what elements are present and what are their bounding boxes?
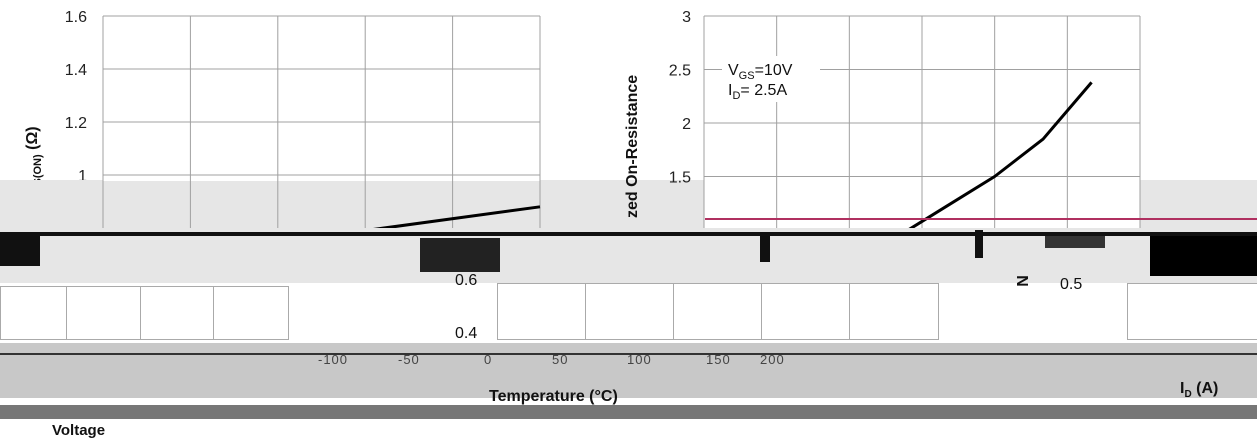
annotation-vgs: VGS=10V <box>728 62 793 82</box>
y-tick-label: 2.5 <box>669 63 691 80</box>
y-tick-label: 1.6 <box>65 9 87 26</box>
y-axis-label: zed On-Resistance <box>624 75 641 218</box>
plot-area <box>103 16 540 181</box>
y-tick-label: 1.5 <box>669 170 691 187</box>
y-tick-label: 1.2 <box>65 115 87 132</box>
y-tick-label: 1.4 <box>65 62 87 79</box>
annotation-box <box>722 56 820 102</box>
y-tick-label: 2 <box>682 116 691 133</box>
y-tick-label: 1 <box>78 168 87 185</box>
series-line <box>896 81 1093 238</box>
y-tick-label: 3 <box>682 9 691 26</box>
annotation-id: ID= 2.5A <box>728 82 787 102</box>
